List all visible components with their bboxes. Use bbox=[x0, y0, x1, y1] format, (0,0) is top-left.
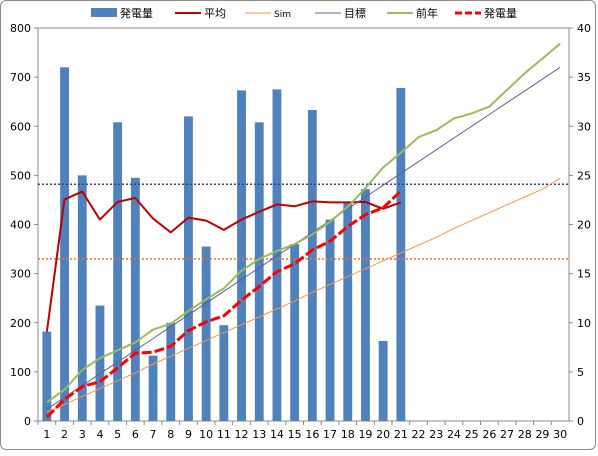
x-tick-label: 23 bbox=[429, 428, 443, 441]
legend-label: Sim bbox=[274, 10, 291, 20]
x-tick-label: 1 bbox=[43, 428, 50, 441]
average-line bbox=[45, 190, 402, 332]
cumulative-line bbox=[45, 190, 402, 419]
bar bbox=[361, 189, 370, 421]
x-tick-label: 5 bbox=[114, 428, 121, 441]
bar bbox=[237, 90, 246, 422]
x-tick-label: 26 bbox=[482, 428, 496, 441]
legend-label: 発電量 bbox=[484, 6, 517, 20]
x-tick-label: 25 bbox=[465, 428, 479, 441]
bar bbox=[148, 355, 158, 421]
y2-tick-label: 20 bbox=[577, 219, 591, 232]
bar bbox=[184, 116, 193, 422]
bar bbox=[343, 202, 353, 421]
y2-tick-label: 0 bbox=[577, 415, 584, 428]
bar bbox=[325, 219, 335, 421]
bar bbox=[130, 177, 140, 421]
x-tick-label: 7 bbox=[150, 428, 157, 441]
y-tick-label: 0 bbox=[24, 415, 31, 428]
bar bbox=[272, 89, 282, 421]
legend-swatch bbox=[91, 8, 117, 17]
bar bbox=[113, 122, 123, 421]
x-tick-label: 17 bbox=[323, 428, 337, 441]
bar bbox=[254, 122, 264, 421]
x-tick-label: 29 bbox=[535, 428, 549, 441]
x-tick-label: 22 bbox=[412, 428, 426, 441]
y-tick-label: 800 bbox=[10, 22, 31, 35]
y2-tick-label: 15 bbox=[577, 268, 591, 281]
x-tick-label: 10 bbox=[199, 428, 213, 441]
bar bbox=[42, 331, 52, 421]
x-tick-label: 13 bbox=[252, 428, 266, 441]
bar bbox=[396, 87, 406, 422]
bar bbox=[95, 305, 105, 421]
x-tick-label: 11 bbox=[217, 428, 231, 441]
y-tick-label: 500 bbox=[10, 169, 31, 182]
y2-tick-label: 30 bbox=[577, 120, 591, 133]
x-tick-label: 14 bbox=[270, 428, 284, 441]
y-tick-label: 300 bbox=[10, 268, 31, 281]
x-tick-label: 18 bbox=[341, 428, 355, 441]
bar bbox=[290, 244, 300, 421]
legend-label: 平均 bbox=[204, 7, 226, 20]
y2-tick-label: 5 bbox=[577, 366, 584, 379]
y2-tick-label: 10 bbox=[577, 317, 591, 330]
bar bbox=[77, 175, 87, 421]
bar bbox=[60, 67, 69, 422]
bar bbox=[307, 110, 317, 421]
x-tick-label: 16 bbox=[305, 428, 319, 441]
x-tick-label: 6 bbox=[132, 428, 139, 441]
y2-tick-label: 35 bbox=[577, 71, 591, 84]
sim-line bbox=[46, 177, 561, 413]
bar bbox=[166, 322, 176, 421]
legend-label: 目標 bbox=[344, 6, 366, 20]
x-tick-label: 24 bbox=[447, 428, 461, 441]
x-tick-label: 27 bbox=[500, 428, 514, 441]
x-tick-label: 12 bbox=[235, 428, 249, 441]
x-tick-label: 28 bbox=[518, 428, 532, 441]
x-tick-label: 2 bbox=[61, 428, 68, 441]
legend-label: 前年 bbox=[416, 6, 438, 20]
x-tick-label: 9 bbox=[185, 428, 192, 441]
x-tick-label: 8 bbox=[167, 428, 174, 441]
legend-label: 発電量 bbox=[120, 6, 153, 20]
y-tick-label: 700 bbox=[10, 71, 31, 84]
y2-tick-label: 40 bbox=[577, 22, 591, 35]
y-tick-label: 100 bbox=[10, 366, 31, 379]
y-tick-label: 200 bbox=[10, 317, 31, 330]
bar bbox=[378, 340, 388, 421]
x-tick-label: 21 bbox=[394, 428, 408, 441]
y2-tick-label: 25 bbox=[577, 169, 591, 182]
x-tick-label: 15 bbox=[288, 428, 302, 441]
x-tick-label: 20 bbox=[376, 428, 390, 441]
x-tick-label: 4 bbox=[96, 428, 103, 441]
x-tick-label: 3 bbox=[79, 428, 86, 441]
x-tick-label: 30 bbox=[553, 428, 567, 441]
bar bbox=[201, 246, 211, 421]
bar bbox=[219, 325, 229, 421]
previous-year-line bbox=[46, 42, 561, 404]
y-tick-label: 600 bbox=[10, 120, 31, 133]
x-tick-label: 19 bbox=[358, 428, 372, 441]
y-tick-label: 400 bbox=[10, 219, 31, 232]
